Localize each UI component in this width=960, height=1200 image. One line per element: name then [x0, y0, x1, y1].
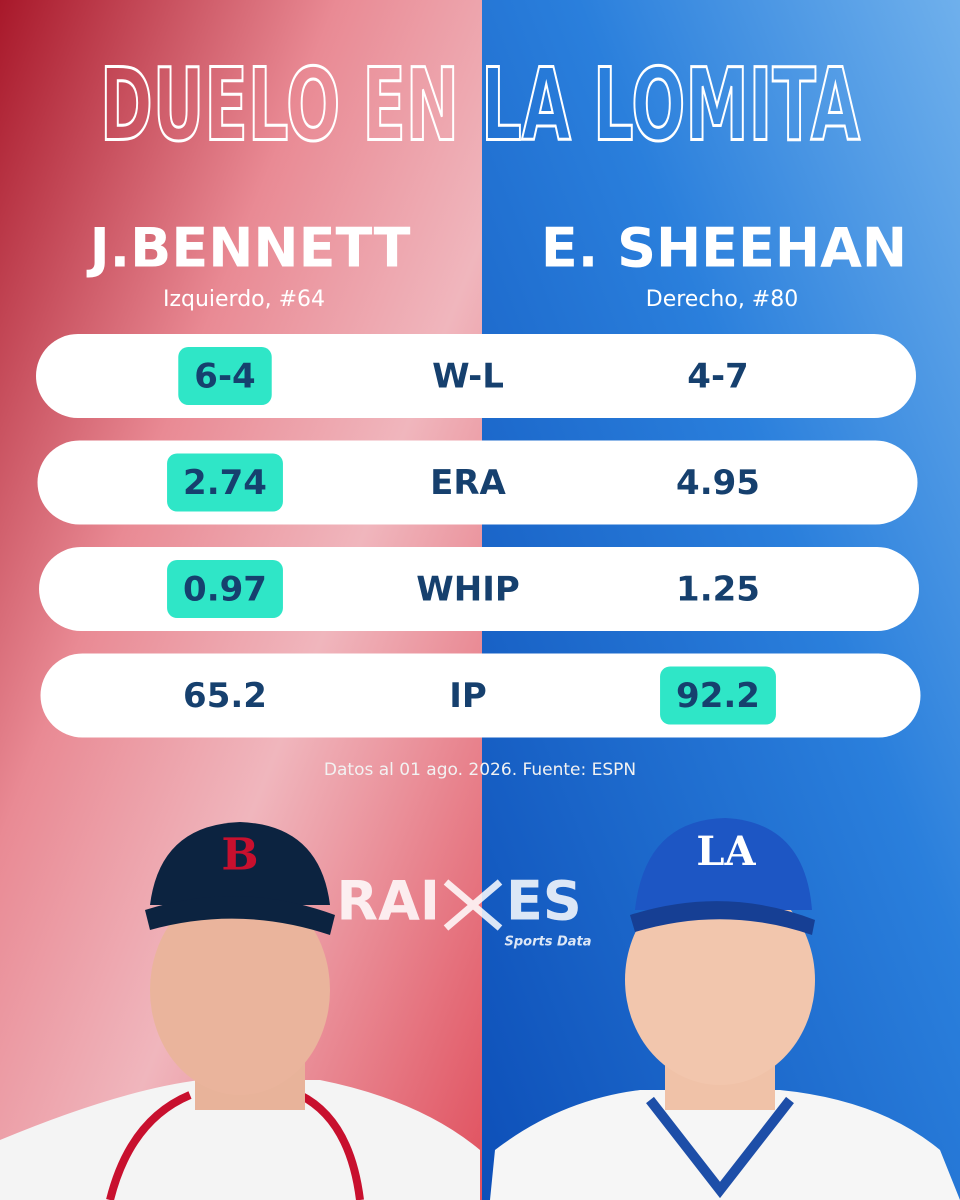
- brand-text: RAI: [337, 870, 440, 933]
- stat-label: WHIP: [416, 570, 520, 610]
- title: DUELO EN LA LOMITA: [100, 46, 860, 163]
- stat-row: 6-4 W-L 4-7: [36, 334, 916, 418]
- stat-value: 0.97: [183, 570, 267, 610]
- stat-row: 65.2 IP 92.2: [40, 653, 921, 738]
- stat-table: 6-4 W-L 4-7 2.74 ERA 4.95 0.97 WHIP 1.25 65.2 IP 92…: [36, 334, 921, 738]
- stat-row: 0.97 WHIP 1.25: [39, 547, 919, 631]
- highlight: [167, 453, 283, 512]
- svg-text:LA: LA: [696, 828, 756, 875]
- stat-label: IP: [449, 676, 487, 716]
- stat-value: 92.2: [676, 676, 760, 716]
- footnote: Datos al 01 ago. 2026. Fuente: ESPN: [324, 760, 636, 780]
- svg-text:B: B: [221, 830, 258, 881]
- player-detail: Derecho, #80: [646, 287, 799, 312]
- stat-value: 1.25: [676, 570, 760, 610]
- stat-value: 65.2: [183, 676, 267, 716]
- stat-label: ERA: [430, 463, 506, 503]
- highlight: [178, 347, 272, 405]
- stat-value: 4-7: [687, 357, 748, 397]
- stat-row: 2.74 ERA 4.95: [37, 440, 918, 525]
- player-photo-left: B: [0, 822, 480, 1200]
- stat-value: 6-4: [194, 357, 255, 397]
- stat-value: 2.74: [183, 463, 267, 503]
- stat-value: 4.95: [676, 463, 760, 503]
- player-detail: Izquierdo, #64: [163, 287, 325, 312]
- brand-logo: RAI ES Sports Data: [337, 870, 592, 950]
- highlight: [167, 560, 283, 618]
- stat-label: W-L: [432, 357, 504, 397]
- player-name: J.BENNETT: [86, 217, 411, 280]
- player-name: E. SHEEHAN: [541, 217, 907, 280]
- player-photo-right: LA: [490, 818, 960, 1200]
- highlight: [660, 666, 776, 725]
- brand-tagline: Sports Data: [504, 935, 591, 950]
- brand-text: ES: [506, 870, 582, 933]
